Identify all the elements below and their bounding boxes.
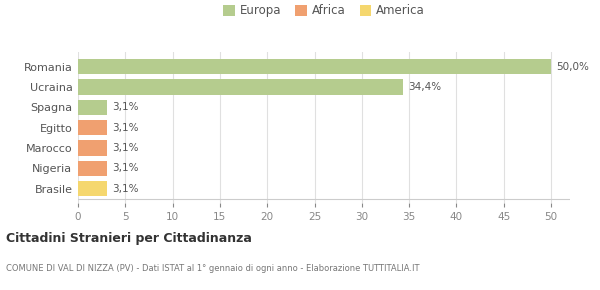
Bar: [78, 100, 107, 115]
Legend: Europa, Africa, America: Europa, Africa, America: [220, 1, 428, 21]
Bar: [78, 59, 551, 74]
Text: 3,1%: 3,1%: [112, 102, 139, 112]
Text: 3,1%: 3,1%: [112, 184, 139, 193]
Bar: [78, 120, 107, 135]
Text: 50,0%: 50,0%: [556, 62, 589, 72]
Bar: [78, 140, 107, 155]
Bar: [78, 161, 107, 176]
Bar: [78, 79, 403, 95]
Text: 34,4%: 34,4%: [408, 82, 442, 92]
Text: Cittadini Stranieri per Cittadinanza: Cittadini Stranieri per Cittadinanza: [6, 232, 252, 245]
Text: 3,1%: 3,1%: [112, 123, 139, 133]
Bar: [78, 181, 107, 196]
Text: COMUNE DI VAL DI NIZZA (PV) - Dati ISTAT al 1° gennaio di ogni anno - Elaborazio: COMUNE DI VAL DI NIZZA (PV) - Dati ISTAT…: [6, 264, 419, 273]
Text: 3,1%: 3,1%: [112, 163, 139, 173]
Text: 3,1%: 3,1%: [112, 143, 139, 153]
